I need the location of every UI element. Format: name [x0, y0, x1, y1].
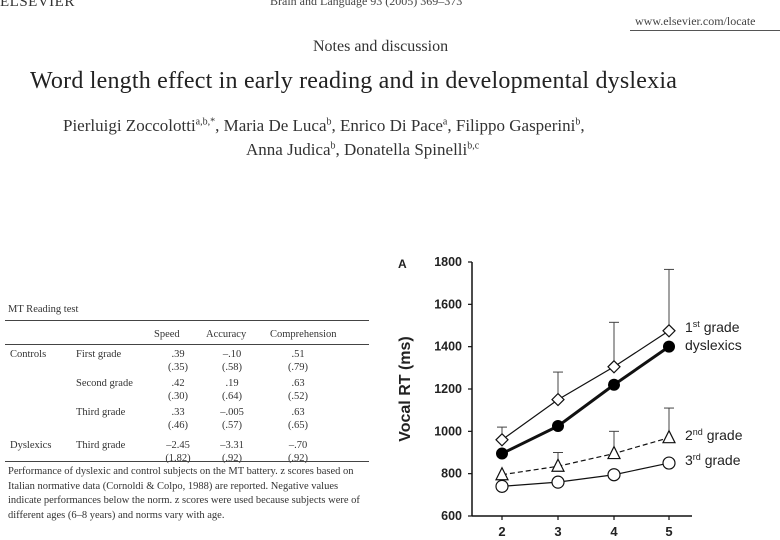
panel-label: A [398, 257, 407, 271]
data-point [608, 378, 620, 391]
table-group-label: Dyslexics [10, 440, 52, 451]
data-point [552, 420, 564, 433]
table-cell: –.005 [220, 407, 244, 418]
paper-title: Word length effect in early reading and … [30, 68, 678, 94]
table-cell: –2.45 [166, 440, 190, 451]
data-point [495, 432, 509, 447]
table-cell: .63 [291, 378, 305, 389]
table-header-comprehension: Comprehension [270, 329, 337, 340]
table-top-rule [5, 320, 369, 321]
table-cell-sd: (.52) [287, 391, 309, 402]
author-name[interactable]: Donatella Spinelli [344, 140, 468, 159]
table-grade-label: Third grade [76, 440, 126, 451]
journal-citation: Brain and Language 93 (2005) 369–373 [270, 0, 463, 8]
series-label: dyslexics [685, 337, 742, 353]
journal-url[interactable]: www.elsevier.com/locate [635, 14, 756, 28]
series-line [501, 437, 670, 476]
data-point [495, 479, 509, 493]
table-grade-label: First grade [76, 349, 122, 360]
y-tick-label: 1600 [434, 297, 462, 311]
table-cell-sd: (.79) [287, 362, 309, 373]
data-point [607, 359, 621, 374]
data-point [663, 340, 675, 353]
series-label: 1st grade [685, 319, 740, 335]
table-cell-sd: (1.82) [165, 453, 191, 464]
x-tick-label: 4 [610, 524, 618, 539]
y-tick-label: 1800 [434, 255, 462, 269]
table-cell-sd: (.46) [167, 420, 189, 431]
table-caption: MT Reading test [8, 304, 79, 315]
table-cell-sd: (.65) [287, 420, 309, 431]
table-cell-sd: (.30) [167, 391, 189, 402]
y-tick-label: 600 [441, 509, 462, 523]
y-tick-label: 1200 [434, 382, 462, 396]
table-cell: –3.31 [220, 440, 244, 451]
data-point [496, 447, 508, 460]
authors-line-1: Pierluigi Zoccolottia,b,*, Maria De Luca… [63, 116, 585, 135]
table-grade-label: Second grade [76, 378, 133, 389]
data-point [607, 468, 621, 482]
author-affiliation: a,b,* [195, 116, 216, 128]
series-line [501, 330, 670, 441]
data-point [551, 392, 565, 407]
table-cell-sd: (.64) [221, 391, 243, 402]
series-line [501, 462, 670, 487]
author-name[interactable]: Maria De Luca [223, 116, 327, 135]
data-point [607, 445, 621, 460]
author-name[interactable]: Pierluigi Zoccolotti [63, 116, 196, 135]
x-tick-label: 3 [554, 524, 561, 539]
table-cell: –.70 [288, 440, 308, 451]
table-cell-sd: (.92) [287, 453, 309, 464]
y-tick-label: 1400 [434, 340, 462, 354]
table-cell-sd: (.58) [221, 362, 243, 373]
data-point [551, 475, 565, 489]
vocal-rt-chart: A 600 800 1000 1200 1400 1600 1800 2 3 4 5 Vocal RT … [397, 255, 743, 539]
table-footnote: Performance of dyslexic and control subj… [8, 466, 360, 522]
y-tick-label: 1000 [434, 424, 462, 438]
data-point [662, 456, 676, 470]
table-bottom-rule [5, 461, 369, 462]
y-tick-label: 800 [441, 467, 462, 481]
author-affiliation: b [326, 116, 332, 128]
table-cell-sd: (.92) [221, 453, 243, 464]
author-affiliation: b [330, 140, 336, 152]
data-point [495, 466, 509, 481]
author-affiliation: b,c [467, 140, 480, 152]
author-name[interactable]: Enrico Di Pace [340, 116, 443, 135]
author-name[interactable]: Anna Judica [246, 140, 331, 159]
table-cell: .63 [291, 407, 305, 418]
table-cell: .19 [225, 378, 239, 389]
table-group-label: Controls [10, 349, 47, 360]
data-point [662, 429, 676, 444]
publisher-logo: ELSEVIER [0, 0, 75, 10]
table-cell-sd: (.57) [221, 420, 243, 431]
table-cell: .33 [171, 407, 185, 418]
table-header-accuracy: Accuracy [206, 329, 247, 340]
series-label: 2nd grade [685, 427, 743, 443]
header-rule [630, 30, 780, 31]
authors-line-2: Anna Judicab, Donatella Spinellib,c [246, 140, 480, 159]
table-grade-label: Third grade [76, 407, 126, 418]
author-affiliation: b [575, 116, 581, 128]
author-name[interactable]: Filippo Gasperini [455, 116, 576, 135]
x-tick-label: 2 [498, 524, 505, 539]
table-cell: .39 [171, 349, 185, 360]
series-label: 3rd grade [685, 452, 741, 468]
table-cell: .51 [291, 349, 305, 360]
series-line [501, 345, 670, 455]
data-point [662, 323, 676, 338]
table-cell: .42 [171, 378, 185, 389]
author-affiliation: a [442, 116, 448, 128]
table-header-speed: Speed [154, 329, 180, 340]
x-tick-label: 5 [665, 524, 672, 539]
y-axis-label: Vocal RT (ms) [397, 336, 414, 442]
data-point [551, 457, 565, 472]
table-header-rule [5, 344, 369, 345]
table-cell-sd: (.35) [167, 362, 189, 373]
table-cell: –.10 [222, 349, 242, 360]
section-heading: Notes and discussion [313, 38, 449, 55]
